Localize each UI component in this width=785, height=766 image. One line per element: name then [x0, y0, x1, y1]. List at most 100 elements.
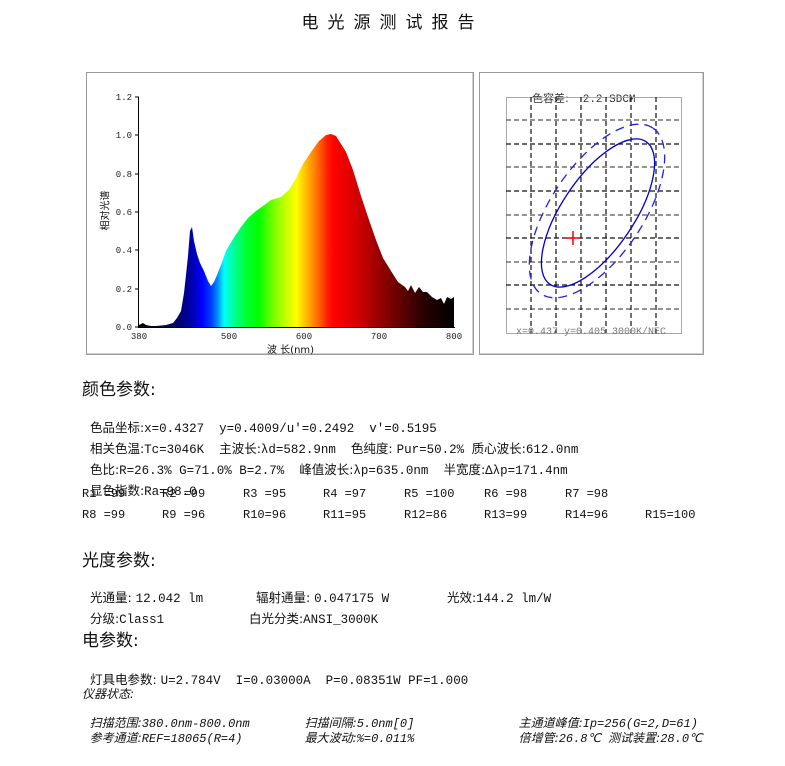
photo-params-heading: 光度参数:	[82, 551, 156, 571]
class-row: 分级:Class1	[82, 593, 164, 627]
ri-cell: R14=96	[565, 508, 609, 522]
y-tick-label: 0.4	[116, 246, 132, 256]
flux-row: 光通量: 12.042 lm	[82, 572, 203, 606]
sdcm-panel: 色容差: 2.2 SDCM	[479, 72, 704, 355]
flux-label: 光通量:	[89, 590, 136, 605]
device-temp-value: 28.0℃	[660, 732, 703, 746]
dominant-value: λd=582.9nm	[260, 443, 351, 457]
flux-value: 12.042 lm	[135, 592, 204, 606]
cri-value: Ra=98.0	[144, 485, 197, 499]
cct-label: 相关色温:	[89, 441, 145, 456]
centroid-value: 612.0nm	[525, 443, 579, 457]
temp-row: 倍增管:26.8℃ 测试装置:28.0℃	[511, 715, 703, 746]
peak-value: λp=635.0nm	[353, 464, 444, 478]
ri-cell: R3 =95	[243, 487, 287, 501]
lamp-elec-value: U=2.784V I=0.03000A P=0.08351W PF=1.000	[160, 674, 469, 688]
ratio-value: R=26.3% G=71.0% B=2.7%	[119, 464, 300, 478]
x-tick-label: 700	[371, 332, 387, 342]
cct-value: Tc=3046K	[144, 443, 220, 457]
report-title: 电光源测试报告	[301, 13, 484, 33]
scan-step-value: 5.0nm[0]	[356, 717, 415, 731]
ri-cell: R11=95	[323, 508, 367, 522]
purity-value: Pur=50.2%	[396, 443, 472, 457]
device-temp-label: 测试装置:	[608, 731, 661, 745]
white-class-row: 白光分类:ANSI_3000K	[241, 593, 378, 627]
peak-label: 峰值波长:	[299, 462, 354, 477]
chromaticity-value: x=0.4327 y=0.4009/u'=0.2492 v'=0.5195	[144, 422, 437, 436]
y-tick-label: 0.0	[116, 323, 132, 333]
ri-cell: R13=99	[484, 508, 528, 522]
x-tick-label: 500	[221, 332, 237, 342]
elec-params-heading: 电参数:	[82, 631, 139, 651]
lamp-elec-row: 灯具电参数: U=2.784V I=0.03000A P=0.08351W PF…	[82, 654, 468, 688]
fwhm-label: 半宽度:	[443, 462, 486, 477]
main-peak-label: 主通道峰值:	[518, 716, 583, 730]
ri-cell: R1 =99	[82, 487, 126, 501]
ri-cell: R12=86	[404, 508, 448, 522]
class-label: 分级:	[89, 611, 120, 626]
y-tick-label: 0.6	[116, 208, 132, 218]
ratio-row: 色比:R=26.3% G=71.0% B=2.7% 峰值波长:λp=635.0n…	[82, 444, 568, 478]
ri-cell: R6 =98	[484, 487, 528, 501]
fwhm-value: Δλp=171.4nm	[485, 464, 568, 478]
y-ticks	[135, 96, 139, 328]
ratio-label: 色比:	[89, 462, 120, 477]
max-fluct-label: 最大波动:	[304, 731, 357, 745]
cri-label: 显色指数:	[89, 483, 145, 498]
scan-step-row: 扫描间隔:5.0nm[0]	[297, 700, 415, 731]
scan-range-value: 380.0nm-800.0nm	[141, 717, 250, 731]
color-params-heading: 颜色参数:	[82, 380, 156, 400]
chromaticity-label: 色品坐标:	[89, 420, 145, 435]
radiant-value: 0.047175 W	[314, 592, 390, 606]
ri-cell: R15=100	[645, 508, 696, 522]
efficacy-value: 144.2 lm/W	[476, 592, 552, 606]
main-peak-row: 主通道峰值:Ip=256(G=2,D=61)	[511, 700, 698, 731]
lamp-elec-label: 灯具电参数:	[89, 672, 161, 687]
spectrum-panel: 1.2 1.0 0.8 0.6 0.4 0.2 0.0 380 500 600 …	[86, 72, 474, 356]
instrument-heading: 仪器状态:	[82, 687, 135, 701]
y-tick-label: 0.8	[116, 170, 132, 180]
ri-cell: R4 =97	[323, 487, 367, 501]
centroid-label: 质心波长:	[471, 441, 526, 456]
scan-step-label: 扫描间隔:	[304, 716, 357, 730]
purity-label: 色纯度:	[350, 441, 397, 456]
measured-point-marker	[566, 231, 580, 245]
class-value: Class1	[119, 613, 165, 627]
spectrum-y-label: 相对光谱	[100, 190, 112, 231]
cct-row: 相关色温:Tc=3046K 主波长:λd=582.9nm 色纯度: Pur=50…	[82, 423, 578, 457]
sdcm-label: 色容差:	[532, 92, 569, 105]
spectrum-chart: 1.2 1.0 0.8 0.6 0.4 0.2 0.0 380 500 600 …	[116, 93, 462, 342]
pmt-temp-label: 倍增管:	[518, 731, 559, 745]
max-fluct-value: %=0.011%	[356, 732, 415, 746]
scan-range-label: 扫描范围:	[89, 716, 142, 730]
ri-cell: R5 =100	[404, 487, 455, 501]
x-tick-label: 380	[131, 332, 147, 342]
sdcm-footer: x=0.437 y=0.405 3000K/NEC	[516, 327, 667, 338]
max-fluct-row: 最大波动:%=0.011%	[297, 715, 415, 746]
pmt-temp-value: 26.8℃	[558, 732, 609, 746]
spectrum-x-label: 波 长(nm)	[267, 345, 315, 356]
scan-range-row: 扫描范围:380.0nm-800.0nm	[82, 700, 250, 731]
x-tick-label: 800	[446, 332, 462, 342]
chromaticity-row: 色品坐标:x=0.4327 y=0.4009/u'=0.2492 v'=0.51…	[82, 402, 437, 436]
ri-cell: R10=96	[243, 508, 287, 522]
grid-lines	[506, 97, 682, 333]
sdcm-chart	[506, 97, 682, 334]
y-tick-label: 1.2	[116, 93, 132, 103]
dominant-label: 主波长:	[219, 441, 261, 456]
white-class-label: 白光分类:	[248, 611, 304, 626]
efficacy-label: 光效:	[446, 590, 477, 605]
ref-row: 参考通道:REF=18065(R=4)	[82, 715, 243, 746]
radiant-label: 辐射通量:	[255, 590, 315, 605]
sdcm-ellipse-outer	[528, 123, 666, 299]
efficacy-row: 光效:144.2 lm/W	[439, 572, 551, 606]
x-tick-label: 600	[296, 332, 312, 342]
ri-cell: R9 =96	[162, 508, 206, 522]
y-tick-label: 0.2	[116, 285, 132, 295]
ref-label: 参考通道:	[89, 731, 142, 745]
ri-cell: R8 =99	[82, 508, 126, 522]
spectrum-area	[139, 134, 454, 327]
cri-row: 显色指数:Ra=98.0	[82, 465, 197, 499]
sdcm-ellipse-inner	[540, 138, 656, 288]
ri-cell: R7 =98	[565, 487, 609, 501]
